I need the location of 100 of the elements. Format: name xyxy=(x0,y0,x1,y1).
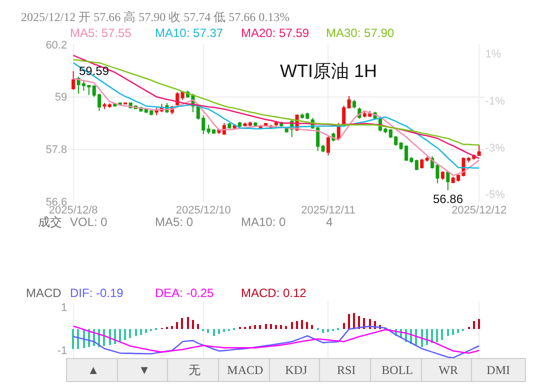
bar xyxy=(114,329,116,344)
bar xyxy=(192,320,194,330)
bar xyxy=(285,326,288,330)
candlestick xyxy=(352,99,356,109)
bar xyxy=(353,313,356,330)
text: MA20: 57.59 xyxy=(241,26,310,40)
annotation: 56.86 xyxy=(433,192,464,206)
text: DIF: -0.19 xyxy=(70,286,124,300)
text: 4 xyxy=(326,215,333,229)
bar xyxy=(452,329,454,336)
bar xyxy=(213,329,216,336)
bar xyxy=(436,329,438,342)
y-tick-label: 59 xyxy=(54,92,68,104)
x-tick-label: 2025/12/10 xyxy=(176,204,231,217)
x-tick-label: 2025/12/8 xyxy=(48,204,98,217)
candlestick xyxy=(228,122,232,129)
bar xyxy=(129,329,132,338)
x-tick-label: 2025/12/12 xyxy=(452,204,507,217)
candlestick xyxy=(414,159,418,171)
bar xyxy=(415,329,418,346)
text: MA10: 0 xyxy=(241,215,286,229)
text: RSI xyxy=(337,363,356,377)
candlestick xyxy=(321,144,325,153)
text: VOL: 0 xyxy=(70,215,108,229)
bar xyxy=(447,329,450,336)
bar xyxy=(176,322,178,330)
candlestick xyxy=(326,136,330,156)
bar xyxy=(197,324,200,330)
text: MA5: 0 xyxy=(155,215,194,229)
text: MACD xyxy=(227,363,264,377)
bar xyxy=(275,325,278,330)
bar xyxy=(311,325,314,330)
text: MA30: 57.90 xyxy=(326,26,394,40)
y-tick-label: 57.8 xyxy=(46,144,68,156)
bar xyxy=(265,324,268,330)
bar xyxy=(72,329,74,350)
bar xyxy=(301,320,304,330)
y-axis-title: MACD xyxy=(26,286,62,300)
text: DMI xyxy=(486,363,510,377)
candlestick xyxy=(420,158,424,169)
text: MA5: 57.55 xyxy=(70,26,132,40)
candlestick xyxy=(238,121,242,128)
bar xyxy=(327,329,330,332)
text: WTI原油 1H xyxy=(280,61,377,81)
bar xyxy=(348,314,350,330)
bar xyxy=(280,325,282,330)
bar xyxy=(119,329,122,342)
y-tick-label: -1 xyxy=(57,344,68,357)
bar xyxy=(473,321,476,330)
x-tick-label: 2025/12/11 xyxy=(301,204,356,217)
text: ▲ xyxy=(87,363,100,377)
bar xyxy=(291,322,294,330)
bar xyxy=(109,329,112,346)
text: 成交 xyxy=(38,215,62,229)
bar xyxy=(249,326,252,330)
text: DEA: -0.25 xyxy=(155,286,214,300)
bar xyxy=(431,329,434,344)
candlestick xyxy=(440,170,444,180)
candlestick xyxy=(347,96,351,110)
bar xyxy=(270,324,272,330)
candlestick xyxy=(72,70,76,90)
candlestick xyxy=(124,102,128,105)
bar xyxy=(124,329,126,340)
bar xyxy=(296,321,298,330)
line-series xyxy=(72,59,480,146)
candlestick xyxy=(477,144,481,156)
bar xyxy=(322,329,324,334)
bar xyxy=(77,329,80,350)
text: 无 xyxy=(188,363,200,377)
text: KDJ xyxy=(285,363,308,377)
line-series xyxy=(72,78,480,176)
bar xyxy=(343,323,346,330)
bar xyxy=(254,325,256,330)
bar xyxy=(187,317,190,330)
bar xyxy=(171,326,174,330)
y-tick-label: 1 xyxy=(60,302,68,314)
candlestick xyxy=(446,170,450,191)
text: WR xyxy=(438,363,458,377)
bar xyxy=(103,329,106,346)
bar xyxy=(135,329,138,336)
chart-subtitle: 2025/12/12 开 57.66 高 57.90 收 57.74 低 57.66 0.13% xyxy=(21,10,290,24)
bar xyxy=(207,329,210,334)
bar xyxy=(140,329,142,336)
text: ▼ xyxy=(138,363,150,377)
bar xyxy=(306,322,308,330)
bar xyxy=(426,329,428,346)
bar xyxy=(441,329,444,340)
bar xyxy=(259,325,262,330)
bar xyxy=(181,318,184,330)
bar xyxy=(223,329,226,332)
bar xyxy=(421,329,424,348)
bar xyxy=(478,319,480,330)
candlestick xyxy=(425,156,429,162)
text: MA10: 57.37 xyxy=(155,26,224,40)
text: BOLL xyxy=(382,363,414,377)
bar xyxy=(457,329,460,334)
series-label: MACD: 0.12 xyxy=(241,286,307,300)
y-tick-label: 60.2 xyxy=(46,39,68,52)
bar xyxy=(218,329,220,334)
bar xyxy=(145,329,148,334)
